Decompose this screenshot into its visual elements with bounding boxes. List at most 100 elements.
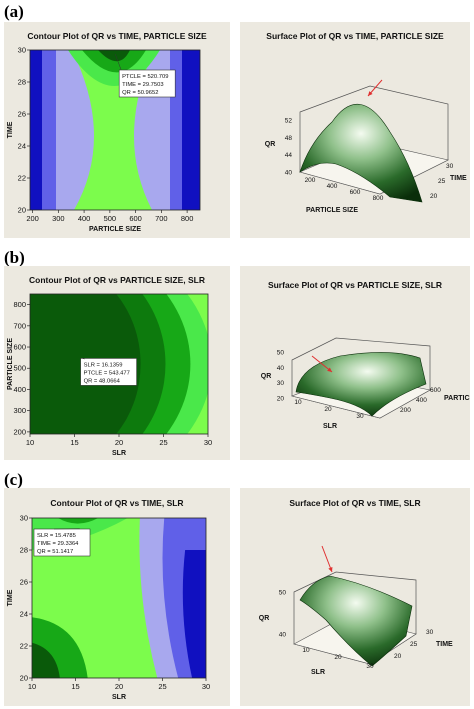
data-tooltip-line: SLR = 15.4785 — [37, 533, 76, 539]
y-tick-label: 400 — [416, 397, 427, 404]
x-tick-label: 10 — [302, 647, 310, 654]
y-axis-label: PARTICLE SIZE — [444, 395, 470, 402]
max-arrow-head — [327, 367, 332, 372]
y-tick-label: 20 — [20, 674, 28, 683]
data-tooltip-line: TIME = 29.7503 — [122, 82, 163, 88]
row-label-b: (b) — [4, 248, 25, 267]
x-tick-label: 10 — [26, 438, 34, 447]
data-tooltip-line: QR = 51.1417 — [37, 549, 73, 555]
x-tick-label: 200 — [26, 214, 39, 223]
z-axis-label: QR — [259, 615, 270, 622]
surface-mesh — [299, 104, 423, 203]
x-tick-label: 200 — [305, 177, 316, 184]
x-tick-label: 400 — [327, 183, 338, 190]
data-tooltip-box — [33, 528, 91, 557]
data-tooltip-line: SLR = 16.1359 — [84, 362, 123, 368]
x-tick-label: 800 — [373, 195, 384, 202]
z-tick-label: 40 — [277, 365, 285, 372]
y-tick-label: 22 — [18, 174, 26, 183]
data-tooltip-line: PTCLE = 520.709 — [122, 74, 168, 80]
surface-mesh — [299, 575, 413, 667]
y-axis-label: TIME — [7, 589, 14, 606]
x-axis-label: PARTICLE SIZE — [89, 226, 141, 233]
z-axis-label: QR — [261, 373, 272, 380]
y-tick-label: 30 — [426, 629, 434, 636]
z-tick-label: 40 — [285, 170, 293, 177]
surface-plot-a: 40 44 48 52 QR 200 400 600 800 PARTICLE SIZE 20 25 3… — [265, 79, 467, 214]
y-tick-label: 800 — [13, 300, 26, 309]
max-arrow-head — [368, 91, 373, 96]
y-tick-label: 30 — [446, 163, 454, 170]
x-tick-label: 10 — [294, 399, 302, 406]
x-tick-label: 25 — [159, 438, 167, 447]
x-tick-label: 30 — [366, 663, 374, 670]
x-tick-label: 15 — [71, 682, 79, 691]
y-tick-label: 20 — [430, 193, 438, 200]
x-tick-label: 500 — [104, 214, 117, 223]
z-tick-label: 40 — [279, 632, 287, 639]
x-tick-label: 20 — [115, 438, 123, 447]
y-tick-label: 28 — [20, 546, 28, 555]
tooltip-leader — [82, 358, 85, 360]
y-axis-label: TIME — [436, 641, 453, 648]
x-tick-label: 300 — [52, 214, 65, 223]
y-tick-label: 25 — [438, 178, 446, 185]
z-tick-label: 50 — [277, 350, 285, 357]
y-tick-label: 26 — [18, 110, 26, 119]
y-tick-label: 400 — [13, 385, 26, 394]
y-tick-label: 20 — [18, 206, 26, 215]
data-tooltip-line: TIME = 29.3364 — [37, 541, 79, 547]
x-axis-label: PARTICLE SIZE — [306, 207, 358, 214]
y-tick-label: 600 — [430, 387, 441, 394]
plot-frame — [29, 49, 201, 211]
z-tick-label: 30 — [277, 380, 285, 387]
x-tick-label: 30 — [356, 413, 364, 420]
y-axis-label: TIME — [450, 175, 467, 182]
contour-panel-b: Contour Plot of QR vs PARTICLE SIZE, SLR… — [4, 266, 230, 460]
surface-panel-c: Surface Plot of QR vs TIME, SLR 40 50 QR 10… — [240, 488, 470, 706]
surface-panel-b: Surface Plot of QR vs PARTICLE SIZE, SLR… — [240, 266, 470, 460]
data-tooltip-box — [80, 358, 137, 386]
y-tick-label: 700 — [13, 321, 26, 330]
z-axis-label: QR — [265, 141, 276, 148]
x-tick-label: 30 — [204, 438, 212, 447]
y-axis-label: PARTICLE SIZE — [7, 338, 14, 390]
x-tick-label: 20 — [334, 654, 342, 661]
surface-plot-b: 20 30 40 50 QR 10 20 30 SLR 200 400600PARTICLE SIZ… — [261, 337, 470, 430]
x-tick-label: 10 — [28, 682, 36, 691]
x-axis-label: SLR — [323, 423, 337, 430]
x-tick-label: 700 — [155, 214, 168, 223]
row-label-a: (a) — [4, 2, 24, 21]
contour-band — [182, 550, 206, 678]
data-tooltip-line: QR = 48.0664 — [84, 378, 121, 384]
y-tick-label: 500 — [13, 364, 26, 373]
y-tick-label: 25 — [410, 641, 418, 648]
x-tick-label: 800 — [181, 214, 194, 223]
z-tick-label: 20 — [277, 396, 285, 403]
y-tick-label: 200 — [400, 407, 411, 414]
x-axis-label: SLR — [311, 669, 325, 676]
z-tick-label: 48 — [285, 135, 293, 142]
chart-title: Surface Plot of QR vs PARTICLE SIZE, SLR — [267, 280, 443, 290]
x-tick-label: 20 — [324, 406, 332, 413]
y-tick-label: 26 — [20, 578, 28, 587]
data-tooltip-line: PTCLE = 543.477 — [84, 370, 130, 376]
y-tick-label: 30 — [20, 514, 28, 523]
tooltip-leader — [114, 53, 122, 71]
data-tooltip-box — [118, 69, 176, 98]
contour-band — [32, 642, 60, 678]
chart-title: Contour Plot of QR vs PARTICLE SIZE, SLR — [29, 275, 205, 285]
y-tick-label: 24 — [18, 142, 26, 151]
surface-panel-a: Surface Plot of QR vs TIME, PARTICLE SIZ… — [240, 22, 470, 238]
z-tick-label: 50 — [279, 590, 287, 597]
contour-panel-c: Contour Plot of QR vs TIME, SLR 10 15 20 25… — [4, 488, 230, 706]
max-arrow-head — [328, 567, 333, 572]
x-tick-label: 400 — [78, 214, 91, 223]
contour-band — [58, 518, 99, 524]
y-axis-label: TIME — [7, 121, 14, 138]
x-tick-label: 600 — [350, 189, 361, 196]
y-tick-label: 24 — [20, 610, 28, 619]
y-tick-label: 30 — [18, 46, 26, 55]
contour-regions — [32, 518, 206, 678]
